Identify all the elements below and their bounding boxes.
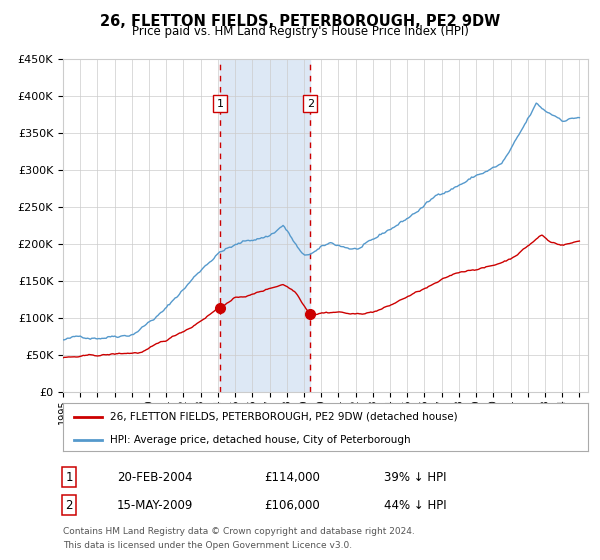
Text: £106,000: £106,000 <box>264 498 320 512</box>
Text: 39% ↓ HPI: 39% ↓ HPI <box>384 470 446 484</box>
Text: 1: 1 <box>65 470 73 484</box>
Text: 26, FLETTON FIELDS, PETERBOROUGH, PE2 9DW (detached house): 26, FLETTON FIELDS, PETERBOROUGH, PE2 9D… <box>110 412 458 422</box>
Text: 1: 1 <box>217 99 224 109</box>
Text: £114,000: £114,000 <box>264 470 320 484</box>
Text: 20-FEB-2004: 20-FEB-2004 <box>117 470 193 484</box>
Text: Price paid vs. HM Land Registry's House Price Index (HPI): Price paid vs. HM Land Registry's House … <box>131 25 469 38</box>
Text: Contains HM Land Registry data © Crown copyright and database right 2024.: Contains HM Land Registry data © Crown c… <box>63 528 415 536</box>
Text: 44% ↓ HPI: 44% ↓ HPI <box>384 498 446 512</box>
Text: This data is licensed under the Open Government Licence v3.0.: This data is licensed under the Open Gov… <box>63 541 352 550</box>
Text: 15-MAY-2009: 15-MAY-2009 <box>117 498 193 512</box>
Text: 2: 2 <box>307 99 314 109</box>
Text: 2: 2 <box>65 498 73 512</box>
Text: 26, FLETTON FIELDS, PETERBOROUGH, PE2 9DW: 26, FLETTON FIELDS, PETERBOROUGH, PE2 9D… <box>100 14 500 29</box>
Bar <box>220 59 310 392</box>
Text: HPI: Average price, detached house, City of Peterborough: HPI: Average price, detached house, City… <box>110 435 411 445</box>
